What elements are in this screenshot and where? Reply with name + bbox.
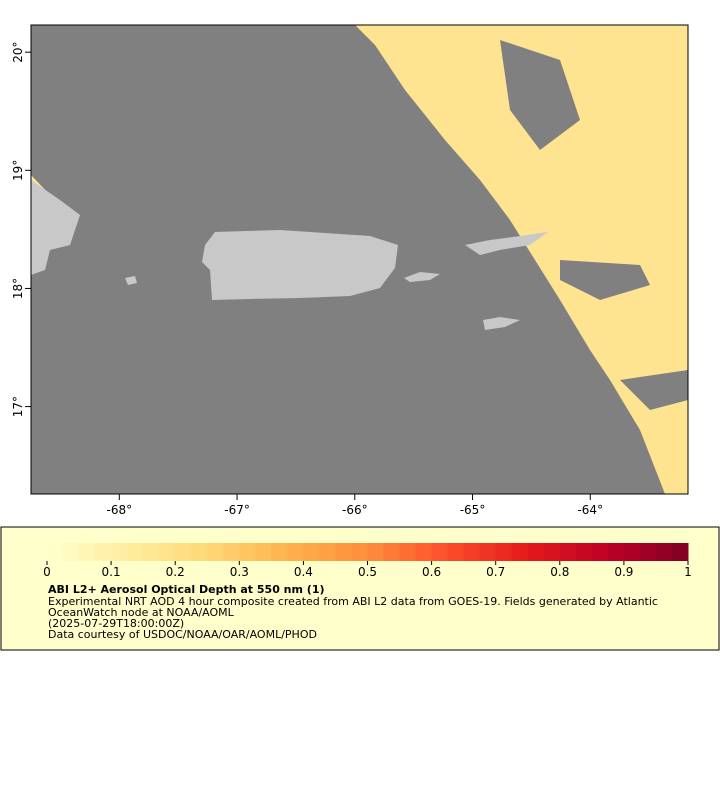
y-tick-label: 18° [11,278,25,299]
colorbar-step [79,543,96,561]
land-vieques [404,272,440,282]
colorbar-tick-label: 0.4 [294,565,313,579]
colorbar-step [415,543,433,561]
colorbar-step [351,543,368,561]
legend-title: ABI L2+ Aerosol Optical Depth at 550 nm … [48,583,325,596]
colorbar-step [607,543,625,561]
colorbar-step [159,543,176,561]
colorbar-step [495,543,513,561]
legend-line: OceanWatch node at NOAA/AOML [48,606,235,619]
colorbar-step [591,543,609,561]
legend-line: Experimental NRT AOD 4 hour composite cr… [48,595,658,608]
land-mona [125,276,137,285]
colorbar-step [671,543,689,561]
colorbar-step [143,543,160,561]
colorbar-step [223,543,240,561]
colorbar-tick-label: 1 [684,565,692,579]
colorbar-step [63,543,80,561]
colorbar-step [527,543,545,561]
y-tick-label: 20° [11,42,25,63]
colorbar-step [191,543,208,561]
clear-gap [560,260,650,300]
colorbar-tick-label: 0.8 [550,565,569,579]
y-tick-label: 17° [11,396,25,417]
x-tick-label: -66° [342,503,368,517]
colorbar-step [255,543,272,561]
legend-line: (2025-07-29T18:00:00Z) [48,617,184,630]
colorbar-step [431,543,449,561]
land-st-croix [483,317,520,330]
x-tick-label: -65° [460,503,486,517]
x-tick-label: -68° [107,503,133,517]
legend-line: Data courtesy of USDOC/NOAA/OAR/AOML/PHO… [48,628,317,641]
colorbar-tick-label: 0.1 [102,565,121,579]
colorbar-step [207,543,224,561]
clear-gap [620,370,688,410]
colorbar-step [111,543,128,561]
colorbar-step [447,543,465,561]
colorbar-step [383,543,401,561]
colorbar-tick-label: 0.7 [486,565,505,579]
colorbar-tick-label: 0.6 [422,565,441,579]
land-hispaniola [31,180,80,275]
x-tick-label: -64° [577,503,603,517]
colorbar-step [95,543,112,561]
colorbar-tick-label: 0.2 [166,565,185,579]
colorbar-tick-label: 0.3 [230,565,249,579]
clear-gap [500,40,580,150]
colorbar-step [47,543,64,561]
y-tick-label: 19° [11,160,25,181]
colorbar-step [623,543,641,561]
colorbar-step [399,543,417,561]
colorbar-step [303,543,320,561]
colorbar-step [559,543,577,561]
colorbar-step [127,543,144,561]
colorbar-step [367,543,385,561]
colorbar-step [543,543,561,561]
colorbar-step [335,543,352,561]
colorbar-step [463,543,481,561]
land-puerto-rico [202,230,398,300]
colorbar-tick-label: 0.9 [614,565,633,579]
colorbar-step [655,543,673,561]
colorbar-step [175,543,192,561]
colorbar-step [319,543,336,561]
aerosol-field [355,25,688,494]
colorbar-step [575,543,593,561]
colorbar-step [271,543,288,561]
colorbar-step [639,543,657,561]
colorbar-step [479,543,497,561]
colorbar-step [239,543,256,561]
map-frame [30,24,689,495]
x-tick-label: -67° [224,503,250,517]
land-virgin-islands [465,232,548,255]
colorbar-tick-label: 0.5 [358,565,377,579]
colorbar-step [287,543,304,561]
colorbar-tick-label: 0 [43,565,51,579]
colorbar-step [511,543,529,561]
